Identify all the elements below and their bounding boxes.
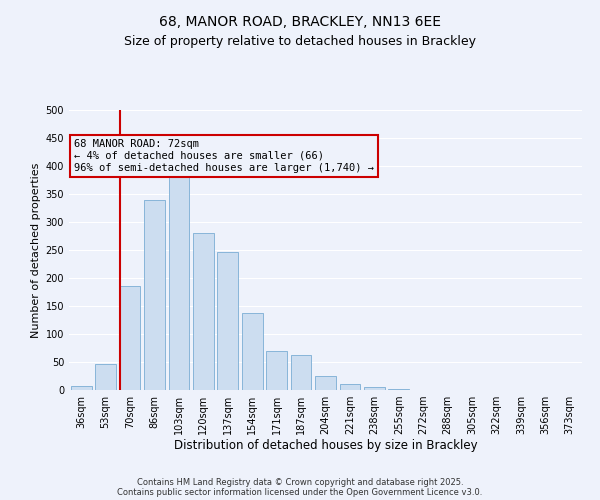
Bar xyxy=(144,200,165,390)
Bar xyxy=(95,364,116,390)
Bar xyxy=(364,387,385,390)
Bar xyxy=(266,351,287,390)
Bar xyxy=(71,386,92,390)
Bar xyxy=(217,252,238,390)
Bar xyxy=(290,356,311,390)
Text: 68 MANOR ROAD: 72sqm
← 4% of detached houses are smaller (66)
96% of semi-detach: 68 MANOR ROAD: 72sqm ← 4% of detached ho… xyxy=(74,140,374,172)
Text: 68, MANOR ROAD, BRACKLEY, NN13 6EE: 68, MANOR ROAD, BRACKLEY, NN13 6EE xyxy=(159,16,441,30)
Bar xyxy=(242,314,263,390)
Bar xyxy=(119,286,140,390)
Bar xyxy=(169,167,190,390)
Bar xyxy=(340,384,361,390)
Bar xyxy=(388,389,409,390)
Text: Size of property relative to detached houses in Brackley: Size of property relative to detached ho… xyxy=(124,34,476,48)
Bar xyxy=(315,376,336,390)
Y-axis label: Number of detached properties: Number of detached properties xyxy=(31,162,41,338)
Bar xyxy=(193,233,214,390)
Text: Contains HM Land Registry data © Crown copyright and database right 2025.
Contai: Contains HM Land Registry data © Crown c… xyxy=(118,478,482,497)
X-axis label: Distribution of detached houses by size in Brackley: Distribution of detached houses by size … xyxy=(173,438,478,452)
